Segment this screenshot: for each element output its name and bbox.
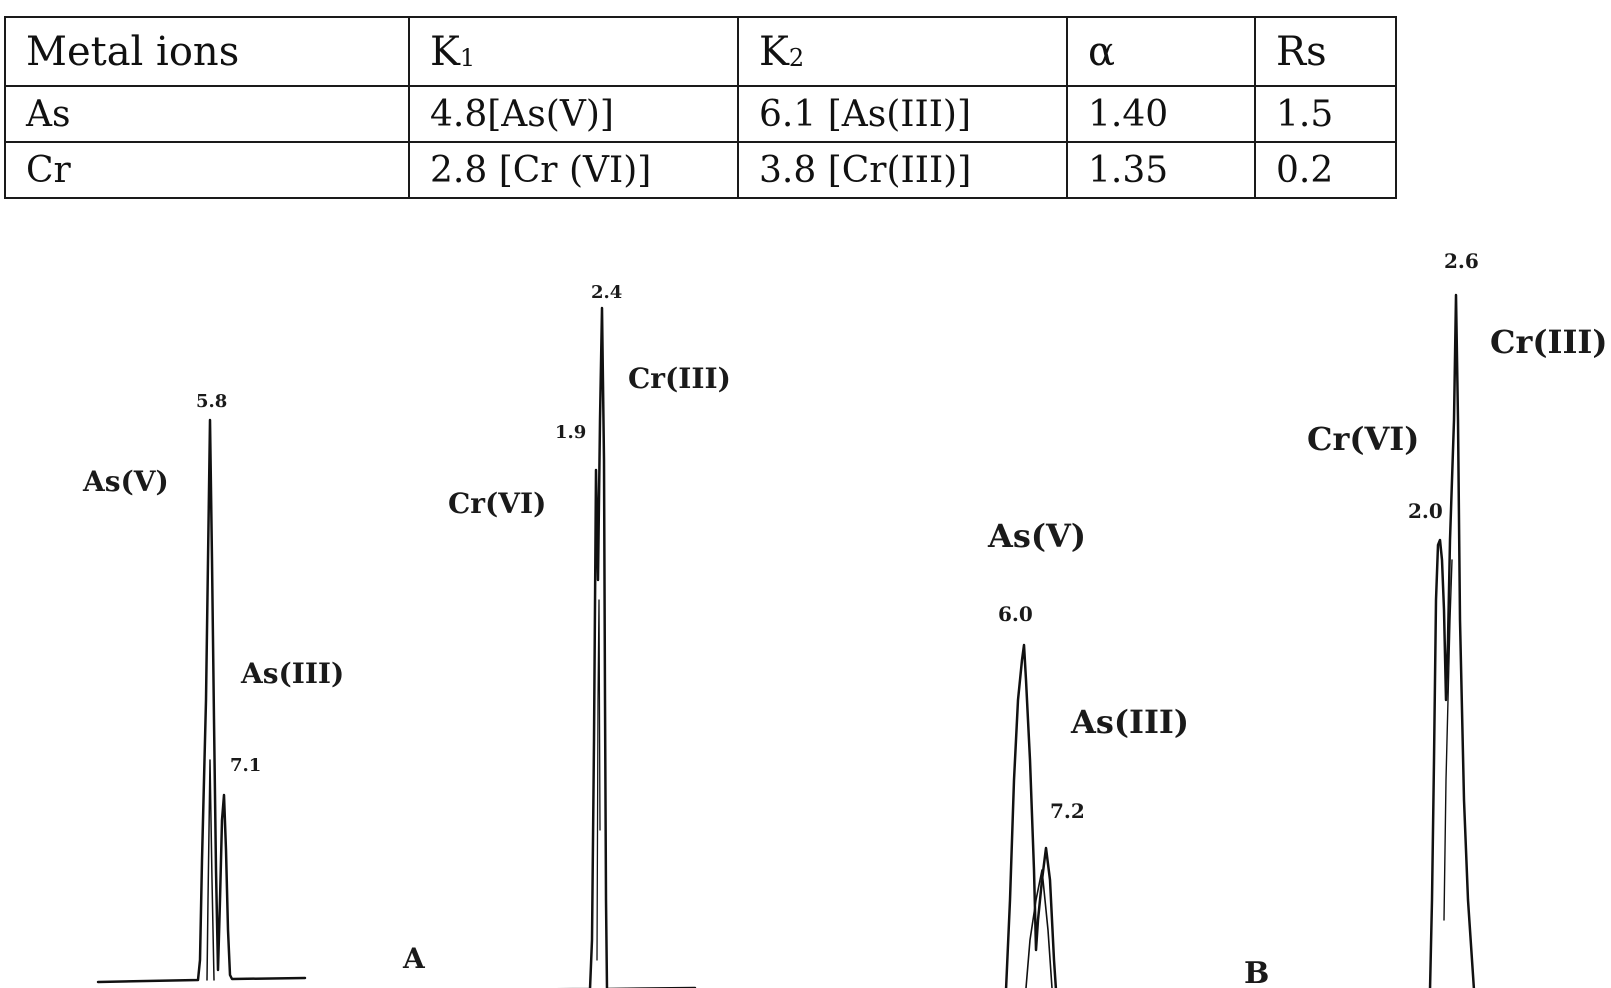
panel-b-cr-iii-time: 2.6 xyxy=(1444,249,1479,273)
header-k1-symbol: K xyxy=(430,28,460,75)
panel-b-as-v-label: As(V) xyxy=(987,517,1086,555)
header-metal-ions: Metal ions xyxy=(4,16,410,87)
panel-b-as-v-time: 6.0 xyxy=(998,602,1033,626)
table-row-as: As 4.8[As(V)] 6.1 [As(III)] 1.40 1.5 xyxy=(4,85,1397,143)
cell-metal: Cr xyxy=(4,141,410,199)
header-k2-symbol: K xyxy=(759,28,789,75)
panel-a-cr-iii-label: Cr(III) xyxy=(628,362,731,395)
header-rs: Rs xyxy=(1254,16,1397,87)
cell-rs: 0.2 xyxy=(1254,141,1397,199)
header-k2-subscript: 2 xyxy=(788,43,805,72)
panel-b-as-trace-2 xyxy=(1025,869,1053,988)
panel-b-cr-trace-inner xyxy=(1443,559,1453,921)
panel-a-cr-chromatogram: 2.4 Cr(III) 1.9 Cr(VI) xyxy=(448,282,731,988)
panel-a-cr-vi-label: Cr(VI) xyxy=(448,487,546,520)
panel-b-cr-trace xyxy=(1428,293,1476,988)
separation-parameters-table: Metal ions K1 K2 α Rs As 4.8[As(V)] 6.1 … xyxy=(4,16,1397,199)
table-header-row: Metal ions K1 K2 α Rs xyxy=(4,16,1397,87)
panel-a-label: A xyxy=(402,942,426,975)
panel-b-as-chromatogram: As(V) 6.0 As(III) 7.2 xyxy=(987,517,1189,988)
panel-a-cr-trace xyxy=(555,306,697,988)
header-k1-subscript: 1 xyxy=(459,43,476,72)
cell-alpha: 1.35 xyxy=(1066,141,1256,199)
panel-a-cr-vi-time: 1.9 xyxy=(555,422,586,443)
panel-b-cr-vi-label: Cr(VI) xyxy=(1307,420,1419,458)
panel-a-as-iii-label: As(III) xyxy=(240,657,344,690)
panel-b-cr-iii-label: Cr(III) xyxy=(1490,323,1608,361)
panel-b-as-iii-time: 7.2 xyxy=(1050,799,1085,823)
panel-a-as-trace-shoulder xyxy=(206,759,215,981)
panel-a-as-iii-time: 7.1 xyxy=(230,755,261,776)
panel-b-cr-chromatogram: 2.6 Cr(III) Cr(VI) 2.0 xyxy=(1307,249,1608,988)
panel-a-as-trace xyxy=(96,418,307,984)
cell-metal: As xyxy=(4,85,410,143)
panel-b-as-trace xyxy=(1004,643,1058,988)
panel-a-as-chromatogram: 5.8 As(V) As(III) 7.1 xyxy=(82,391,344,984)
cell-alpha: 1.40 xyxy=(1066,85,1256,143)
panel-a-as-v-label: As(V) xyxy=(82,465,169,498)
panel-b-cr-vi-time: 2.0 xyxy=(1408,499,1443,523)
header-k2: K2 xyxy=(737,16,1068,87)
header-alpha: α xyxy=(1066,16,1256,87)
cell-k2: 3.8 [Cr(III)] xyxy=(737,141,1068,199)
panel-b-label: B xyxy=(1244,956,1269,988)
cell-k1: 4.8[As(V)] xyxy=(408,85,739,143)
table-row-cr: Cr 2.8 [Cr (VI)] 3.8 [Cr(III)] 1.35 0.2 xyxy=(4,141,1397,199)
panel-a-as-v-time: 5.8 xyxy=(196,391,227,412)
cell-rs: 1.5 xyxy=(1254,85,1397,143)
cell-k2: 6.1 [As(III)] xyxy=(737,85,1068,143)
header-k1: K1 xyxy=(408,16,739,87)
panel-a-cr-iii-time: 2.4 xyxy=(591,282,622,303)
cell-k1: 2.8 [Cr (VI)] xyxy=(408,141,739,199)
panel-b-as-iii-label: As(III) xyxy=(1070,703,1189,741)
panel-a-cr-trace-inner xyxy=(596,599,601,961)
